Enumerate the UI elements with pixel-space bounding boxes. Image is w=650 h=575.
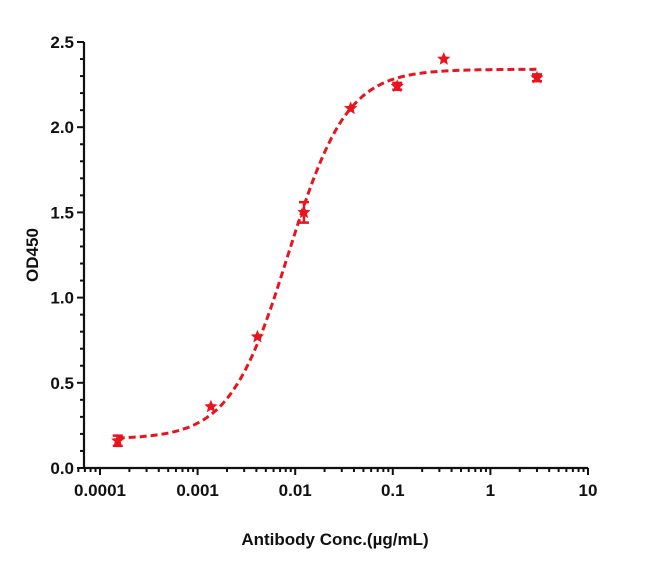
star-marker-icon (250, 329, 265, 343)
star-marker-icon (530, 70, 544, 84)
x-tick-label: 0.01 (279, 481, 312, 500)
data-point (437, 52, 451, 65)
data-point (344, 101, 358, 115)
star-marker-icon (344, 101, 358, 115)
data-point (204, 399, 218, 413)
axes: 0.0 0.5 1.0 1.5 2.0 2.5 0.0001 0.001 0.01 0.1 1 10 (50, 33, 597, 500)
y-tick-label: 2.0 (50, 118, 74, 137)
data-points (111, 52, 544, 448)
data-point (111, 433, 125, 448)
y-tick-label: 1.5 (50, 203, 74, 222)
x-axis-title: Antibody Conc.(µg/mL) (241, 530, 428, 549)
star-marker-icon (437, 52, 451, 65)
data-point (297, 200, 311, 224)
fit-curve (117, 67, 537, 440)
x-tick-label: 0.0001 (74, 481, 126, 500)
star-marker-icon (111, 433, 125, 447)
x-tick-label: 1 (486, 481, 495, 500)
fit-line (117, 67, 537, 440)
y-tick-label: 2.5 (50, 33, 74, 52)
star-marker-icon (204, 399, 218, 413)
x-tick-label: 0.1 (381, 481, 405, 500)
x-tick-label: 10 (579, 481, 598, 500)
y-tick-label: 1.0 (50, 289, 74, 308)
data-point (390, 79, 404, 92)
y-tick-label: 0.5 (50, 374, 74, 393)
star-marker-icon (390, 79, 404, 92)
data-point (250, 329, 265, 343)
y-axis-title: OD450 (23, 228, 42, 282)
x-tick-label: 0.001 (176, 481, 219, 500)
y-tick-label: 0.0 (50, 459, 74, 478)
star-marker-icon (297, 205, 311, 219)
data-point (530, 70, 544, 84)
